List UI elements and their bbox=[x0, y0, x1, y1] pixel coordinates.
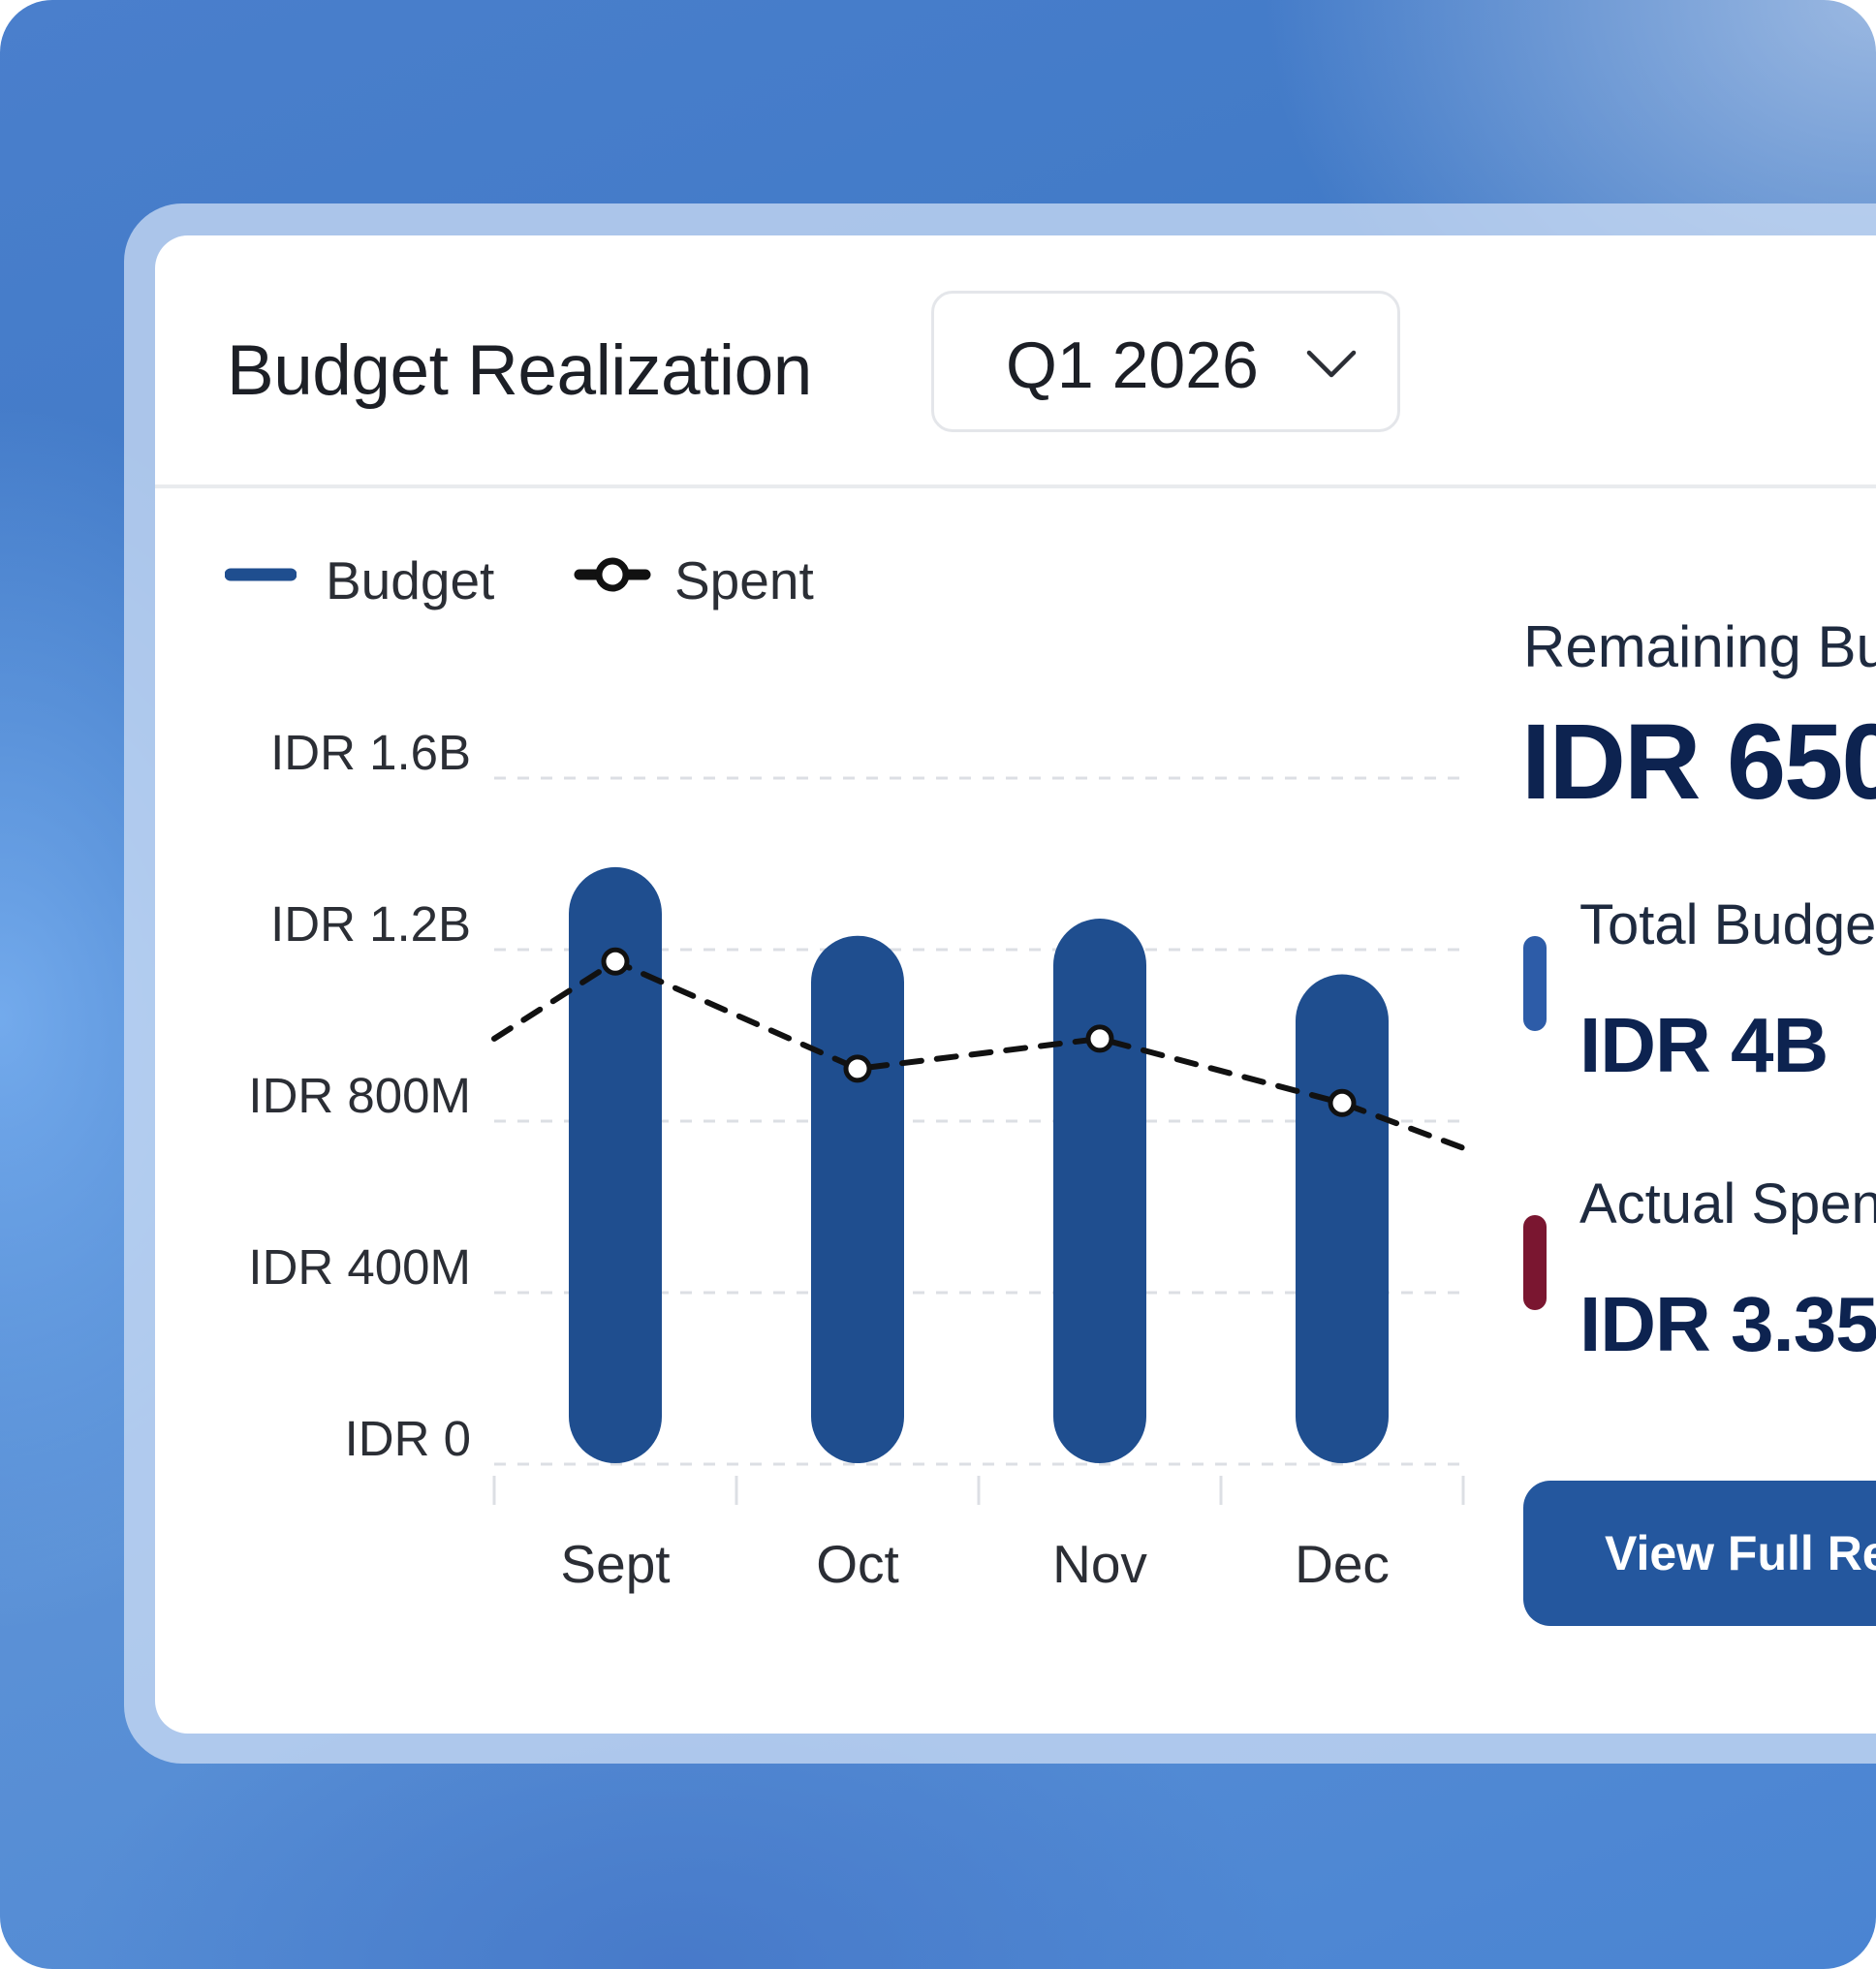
card-title: Budget Realization bbox=[227, 331, 812, 410]
y-tick-label: IDR 1.2B bbox=[270, 896, 471, 952]
y-tick-label: IDR 1.6B bbox=[270, 725, 471, 780]
spent-point-oct bbox=[843, 1054, 872, 1083]
x-tick-label: Oct bbox=[816, 1534, 899, 1594]
chevron-down-icon bbox=[1306, 350, 1357, 378]
budget-bar-sept bbox=[569, 866, 662, 1463]
budget-chart: IDR 0 IDR 400M IDR 800M IDR 1.2B IDR 1.6B Sep… bbox=[248, 725, 1472, 1594]
actual-spent-value: IDR 3.35 bbox=[1579, 1281, 1876, 1367]
x-tick-label: Dec bbox=[1295, 1534, 1390, 1594]
view-full-report-button[interactable]: View Full Re bbox=[1523, 1481, 1876, 1626]
budget-bar-oct bbox=[811, 935, 904, 1463]
total-budget-label: Total Budge bbox=[1579, 893, 1876, 956]
spent-line bbox=[491, 958, 1472, 1153]
spent-point-dec bbox=[1328, 1088, 1357, 1117]
y-tick-label: IDR 0 bbox=[345, 1411, 471, 1466]
legend-budget-label: Budget bbox=[326, 550, 495, 610]
remaining-budget-value: IDR 650 bbox=[1521, 703, 1876, 822]
y-tick-label: IDR 800M bbox=[248, 1068, 471, 1123]
budget-bar-dec bbox=[1296, 974, 1389, 1463]
budget-card: Budget Realization Q1 2026 Budget Spent … bbox=[155, 235, 1876, 1734]
period-select[interactable]: Q1 2026 bbox=[931, 291, 1400, 432]
legend-budget: Budget bbox=[225, 536, 494, 613]
x-tick-label: Nov bbox=[1052, 1534, 1147, 1594]
total-budget-accent bbox=[1523, 936, 1547, 1031]
period-select-value: Q1 2026 bbox=[1006, 328, 1259, 402]
actual-spent-accent bbox=[1523, 1215, 1547, 1310]
x-tick-label: Sept bbox=[560, 1534, 670, 1594]
total-budget-value: IDR 4B bbox=[1579, 1002, 1829, 1088]
y-tick-label: IDR 400M bbox=[248, 1239, 471, 1295]
remaining-budget-label: Remaining Bu bbox=[1523, 614, 1876, 679]
legend-spent-label: Spent bbox=[674, 550, 814, 610]
legend-spent: Spent bbox=[574, 536, 864, 613]
header-divider bbox=[155, 484, 1876, 488]
actual-spent-label: Actual Spen bbox=[1579, 1172, 1876, 1235]
budget-legend-swatch bbox=[225, 568, 297, 581]
spent-legend-marker-icon bbox=[574, 557, 651, 592]
budget-bar-nov bbox=[1053, 919, 1146, 1463]
spent-point-sept bbox=[601, 947, 630, 976]
spent-point-nov bbox=[1085, 1024, 1114, 1053]
